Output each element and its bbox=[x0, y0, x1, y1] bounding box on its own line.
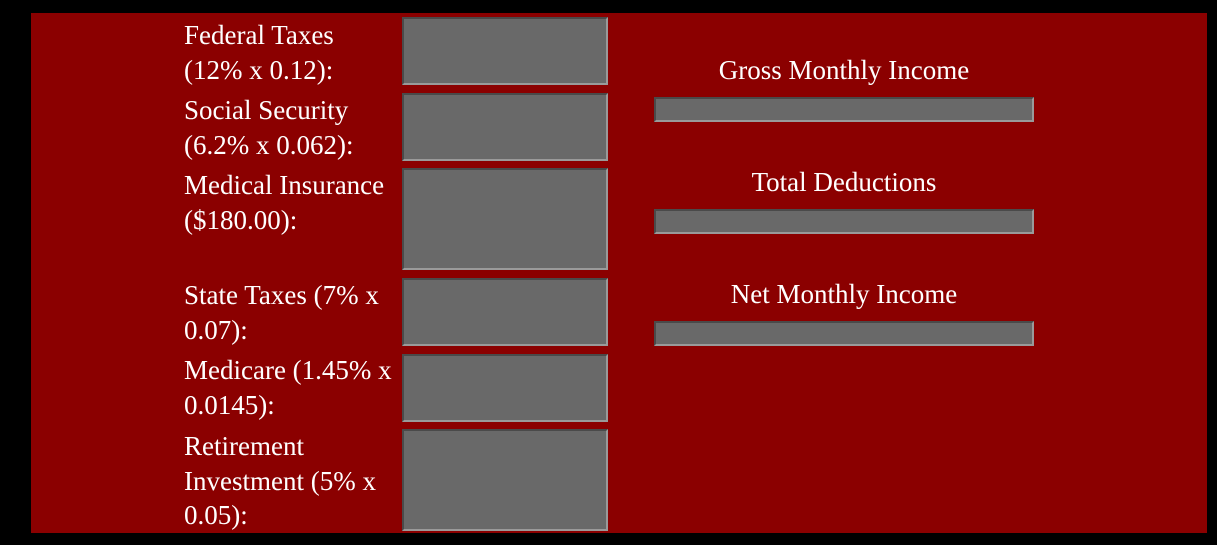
social-security-label: Social Security (6.2% x 0.062): bbox=[184, 95, 354, 160]
retirement-investment-field[interactable] bbox=[402, 429, 608, 531]
calculator-panel: Federal Taxes (12% x 0.12): Social Secur… bbox=[31, 13, 1207, 533]
total-deductions-field[interactable] bbox=[654, 209, 1034, 234]
social-security-field[interactable] bbox=[402, 93, 608, 161]
medical-insurance-label: Medical Insurance ($180.00): bbox=[184, 170, 385, 235]
total-deductions-label: Total Deductions bbox=[751, 167, 937, 197]
federal-taxes-field[interactable] bbox=[402, 17, 608, 85]
medical-insurance-field[interactable] bbox=[402, 168, 608, 270]
gross-monthly-income-field[interactable] bbox=[654, 97, 1034, 122]
net-monthly-income-label: Net Monthly Income bbox=[730, 279, 958, 309]
retirement-investment-label: Retirement Investment (5% x 0.05): bbox=[184, 431, 376, 530]
gross-monthly-income-label: Gross Monthly Income bbox=[718, 55, 970, 85]
net-monthly-income-field[interactable] bbox=[654, 321, 1034, 346]
state-taxes-label: State Taxes (7% x 0.07): bbox=[184, 280, 379, 345]
state-taxes-field[interactable] bbox=[402, 278, 608, 346]
federal-taxes-label: Federal Taxes (12% x 0.12): bbox=[184, 20, 334, 85]
medicare-field[interactable] bbox=[402, 354, 608, 422]
medicare-label: Medicare (1.45% x 0.0145): bbox=[184, 355, 392, 420]
